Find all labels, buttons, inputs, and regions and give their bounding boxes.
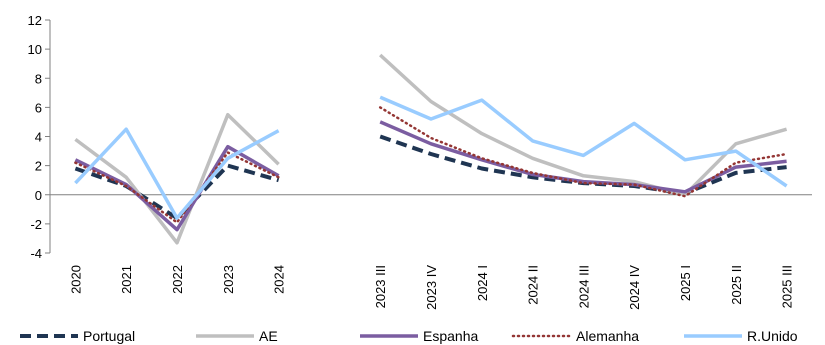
legend-label: Alemanha (576, 328, 639, 344)
x-tick-label: 2025 I (678, 265, 693, 301)
x-tick-label: 2023 III (373, 265, 388, 308)
series-line (74, 112, 280, 245)
series-line (378, 106, 788, 198)
x-tick-label: 2024 II (526, 265, 541, 305)
x-tick-label: 2024 III (576, 265, 591, 308)
y-tick-label: 2 (35, 159, 42, 174)
series-line (379, 95, 788, 188)
x-tick-label: 2023 IV (424, 265, 439, 310)
y-tick-label: 8 (35, 71, 42, 86)
y-tick-label: 0 (35, 188, 42, 203)
series-line (74, 163, 280, 221)
chart-series (74, 53, 788, 245)
legend-label: AE (259, 328, 278, 344)
y-tick-label: 12 (28, 13, 42, 28)
y-tick-label: 10 (28, 42, 42, 57)
y-tick-label: 4 (35, 130, 42, 145)
series-line (74, 127, 280, 220)
y-tick-label: 6 (35, 100, 42, 115)
series-line (74, 144, 280, 232)
series-line (379, 120, 787, 194)
x-tick-label: 2020 (68, 265, 83, 294)
x-tick-label: 2025 III (780, 265, 795, 308)
x-tick-label: 2024 I (475, 265, 490, 301)
x-tick-label: 2023 (221, 265, 236, 294)
y-tick-label: -4 (30, 246, 42, 261)
chart-legend: Portugal AE Espanha Alemanha R.Unido (20, 328, 798, 344)
legend-label: R.Unido (747, 328, 798, 344)
x-tick-label: 2024 IV (627, 265, 642, 310)
x-tick-label: 2024 (272, 265, 287, 294)
legend-label: Espanha (423, 328, 478, 344)
legend-label: Portugal (83, 328, 135, 344)
x-tick-label: 2021 (119, 265, 134, 294)
series-line (379, 134, 787, 196)
y-tick-label: -2 (30, 217, 42, 232)
x-tick-label: 2025 II (729, 265, 744, 305)
x-tick-label: 2022 (170, 265, 185, 294)
